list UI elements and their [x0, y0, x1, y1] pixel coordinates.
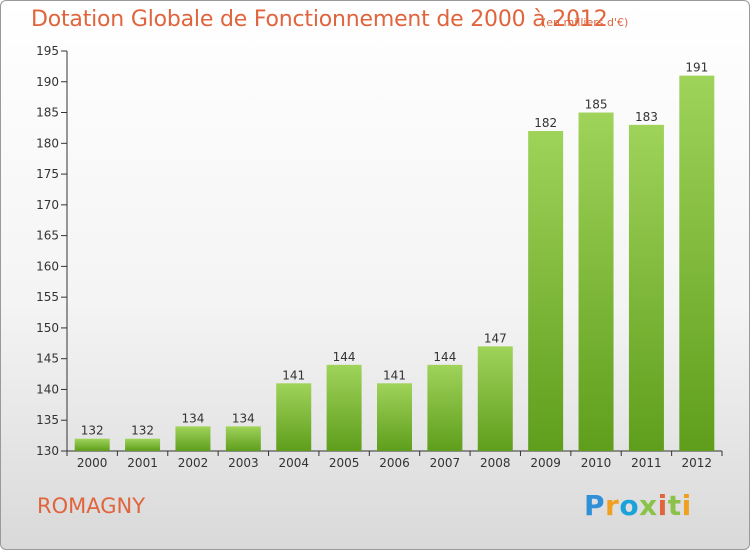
x-tick-label: 2010: [581, 456, 612, 470]
x-tick-label: 2012: [682, 456, 713, 470]
bar-2006: [377, 383, 412, 451]
bar-2000: [74, 438, 110, 451]
commune-name: ROMAGNY: [37, 494, 146, 518]
proxiti-logo: Proxiti: [584, 489, 692, 522]
value-label: 144: [333, 350, 356, 364]
x-tick-label: 2008: [480, 456, 511, 470]
x-tick-label: 2006: [379, 456, 410, 470]
value-label: 134: [182, 411, 205, 425]
chart-value-labels: 132 132 134 134 141 144 141 144 147 182 185 183 191: [81, 61, 709, 438]
bar-2007: [427, 364, 463, 451]
bar-2010: [578, 112, 614, 452]
value-label: 182: [534, 116, 557, 130]
y-tick-label: 180: [36, 136, 59, 150]
y-tick-label: 185: [36, 106, 59, 120]
value-label: 185: [585, 98, 608, 112]
x-tick-label: 2007: [430, 456, 461, 470]
x-tick-label: 2002: [178, 456, 209, 470]
x-tick-label: 2001: [127, 456, 158, 470]
chart-unit: (en milliers d'€): [542, 16, 629, 29]
bar-2012: [679, 75, 715, 451]
y-tick-label: 130: [36, 444, 59, 458]
y-tick-label: 170: [36, 198, 59, 212]
bar-2008: [477, 346, 513, 451]
y-tick-label: 175: [36, 167, 59, 181]
y-tick-label: 155: [36, 290, 59, 304]
y-tick-label: 160: [36, 259, 59, 273]
bar-2004: [276, 383, 312, 451]
x-tick-label: 2000: [77, 456, 108, 470]
value-label: 141: [282, 368, 305, 382]
chart-title: Dotation Globale de Fonctionnement de 20…: [31, 7, 608, 32]
value-label: 183: [635, 110, 658, 124]
y-tick-label: 140: [36, 382, 59, 396]
x-tick-label: 2005: [329, 456, 360, 470]
x-tick-label: 2003: [228, 456, 259, 470]
chart-axes: 130 135 140 145 150 155 160 165 170 175 180 185 190 1…: [36, 44, 723, 470]
y-tick-label: 145: [36, 352, 59, 366]
value-label: 144: [433, 350, 456, 364]
y-tick-label: 190: [36, 75, 59, 89]
y-tick-label: 195: [36, 44, 59, 58]
value-label: 191: [685, 61, 708, 75]
y-tick-label: 165: [36, 229, 59, 243]
value-label: 132: [131, 424, 154, 438]
bar-2003: [225, 426, 261, 451]
x-tick-label: 2011: [631, 456, 662, 470]
bar-2001: [125, 438, 161, 451]
bar-2005: [326, 364, 362, 451]
y-tick-label: 135: [36, 413, 59, 427]
value-label: 147: [484, 331, 507, 345]
value-label: 141: [383, 368, 406, 382]
value-label: 134: [232, 411, 255, 425]
x-tick-label: 2009: [530, 456, 561, 470]
value-label: 132: [81, 424, 104, 438]
x-tick-label: 2004: [278, 456, 309, 470]
bar-2009: [528, 131, 564, 451]
y-tick-label: 150: [36, 321, 59, 335]
bar-2011: [628, 124, 664, 451]
bar-2002: [175, 426, 211, 451]
chart-bars: [74, 75, 715, 452]
